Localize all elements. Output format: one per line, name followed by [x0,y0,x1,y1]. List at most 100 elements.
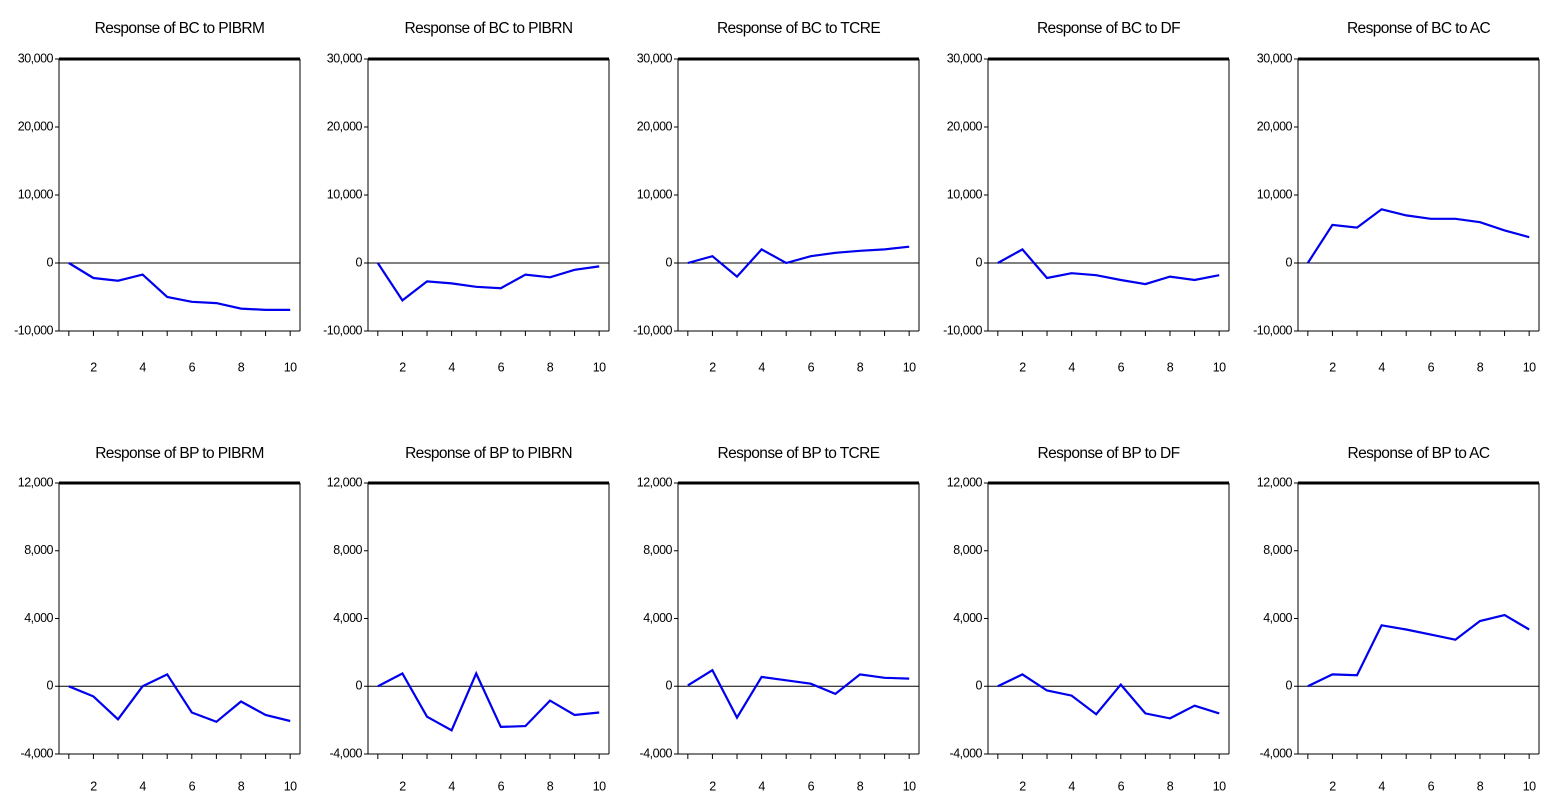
x-tick-label: 6 [189,779,196,793]
x-tick-label: 8 [1477,779,1484,793]
x-tick-label: 10 [593,360,606,374]
x-tick-label: 6 [808,360,815,374]
y-tick-label: 12,000 [327,475,363,489]
x-tick-label: 4 [448,779,455,793]
y-tick-label: 10,000 [947,187,983,201]
x-tick-label: 4 [1378,779,1385,793]
chart-title: Response of BP to TCRE [718,445,880,462]
x-tick-label: 10 [1213,360,1226,374]
x-tick-label: 2 [1329,779,1336,793]
response-line [68,262,291,311]
x-tick-label: 2 [90,360,97,374]
x-tick-label: 8 [1477,360,1484,374]
x-tick-label: 8 [547,779,554,793]
y-tick-label: 20,000 [637,119,673,133]
x-tick-label: 4 [448,360,455,374]
x-tick-label: 4 [1068,779,1075,793]
x-tick-label: 2 [90,779,97,793]
response-line [687,245,910,279]
y-tick-label: 20,000 [947,119,983,133]
chart-title: Response of BP to DF [1038,445,1180,462]
y-tick-label: 4,000 [24,611,53,625]
x-tick-label: 2 [709,360,716,374]
y-tick-label: 30,000 [1257,51,1293,65]
x-tick-label: 2 [1329,360,1336,374]
y-tick-label: 4,000 [333,611,362,625]
x-tick-label: 6 [1428,360,1435,374]
chart-title: Response of BC to PIBRN [405,20,573,37]
y-tick-label: -10,000 [943,323,982,337]
chart-panel-9: Response of BP to DF -4,000 0 4,000 8,000 12,… [947,445,1230,793]
y-tick-label: 20,000 [18,119,54,133]
chart-panel-2: Response of BC to PIBRN -10,000 0 10,000 20,… [323,20,610,374]
y-tick-label: 0 [976,679,983,693]
x-tick-label: 2 [1019,779,1026,793]
y-tick-label: 0 [1286,679,1293,693]
x-tick-label: 10 [284,360,297,374]
y-tick-label: 20,000 [327,119,363,133]
y-tick-label: 12,000 [1257,475,1293,489]
x-tick-label: 4 [1378,360,1385,374]
response-line [997,248,1220,286]
chart-panel-8: Response of BP to TCRE -4,000 0 4,000 8,000 1… [637,445,920,793]
chart-title: Response of BC to PIBRM [95,20,265,37]
y-tick-label: -4,000 [21,746,54,760]
y-tick-label: 8,000 [643,543,672,557]
x-tick-label: 2 [399,360,406,374]
x-tick-label: 6 [1118,779,1125,793]
y-tick-label: 12,000 [947,475,983,489]
x-tick-label: 8 [238,360,245,374]
y-tick-label: 0 [356,679,363,693]
chart-panel-10: Response of BP to AC -4,000 0 4,000 8,000 12,… [1257,445,1540,793]
y-tick-label: 0 [1286,255,1293,269]
chart-title: Response of BC to DF [1037,20,1180,37]
y-tick-label: 10,000 [327,187,363,201]
y-tick-label: -10,000 [14,323,53,337]
y-tick-label: 8,000 [953,543,982,557]
chart-title: Response of BC to TCRE [717,20,880,37]
x-tick-label: 6 [189,360,196,374]
y-tick-label: -4,000 [1260,746,1293,760]
y-tick-label: 0 [976,255,983,269]
y-tick-label: 0 [666,255,673,269]
y-tick-label: 10,000 [637,187,673,201]
chart-title: Response of BC to AC [1347,20,1490,37]
y-tick-label: 8,000 [1263,543,1292,557]
y-tick-label: 4,000 [643,611,672,625]
x-tick-label: 10 [284,779,297,793]
x-tick-label: 8 [238,779,245,793]
x-tick-label: 8 [1167,779,1174,793]
chart-title: Response of BP to AC [1348,445,1490,462]
y-tick-label: 0 [666,679,673,693]
response-line [376,262,600,302]
y-tick-label: 10,000 [18,187,54,201]
chart-panel-4: Response of BC to DF -10,000 0 10,000 20,000… [943,20,1230,374]
x-tick-label: 10 [1213,779,1226,793]
x-tick-label: 10 [903,779,916,793]
chart-panel-7: Response of BP to PIBRN -4,000 0 4,000 8,000… [327,445,610,793]
chart-panel-3: Response of BC to TCRE -10,000 0 10,000 20,0… [633,20,920,374]
x-tick-label: 4 [139,360,146,374]
y-tick-label: -10,000 [633,323,672,337]
chart-panel-5: Response of BC to AC -10,000 0 10,000 20,000… [1253,20,1540,374]
x-tick-label: 6 [498,779,505,793]
chart-panel-1: Response of BC to PIBRM -10,000 0 10,000 20,… [14,20,301,374]
y-tick-label: 4,000 [1263,611,1292,625]
y-tick-label: 12,000 [18,475,54,489]
y-tick-label: 0 [47,679,54,693]
response-line [997,673,1220,720]
y-tick-label: -4,000 [330,746,363,760]
y-tick-label: 20,000 [1257,119,1293,133]
y-tick-label: 10,000 [1257,187,1293,201]
x-tick-label: 10 [593,779,606,793]
y-tick-label: 30,000 [947,51,983,65]
response-line [377,670,600,732]
y-tick-label: 4,000 [953,611,982,625]
x-tick-label: 6 [1118,360,1125,374]
y-tick-label: 30,000 [637,51,673,65]
y-tick-label: -4,000 [950,746,983,760]
x-tick-label: 4 [758,779,765,793]
response-line [1306,208,1530,264]
